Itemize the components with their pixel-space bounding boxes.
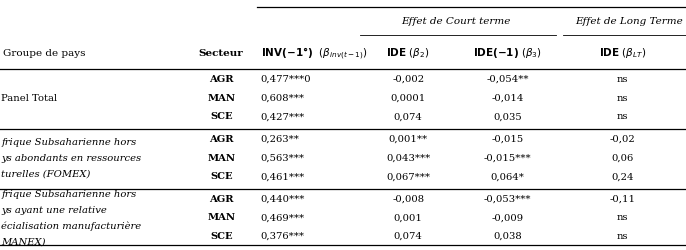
Text: ns: ns [617, 75, 628, 84]
Text: 0,0001: 0,0001 [390, 94, 426, 102]
Text: AGR: AGR [209, 134, 233, 143]
Text: -0,015***: -0,015*** [484, 153, 532, 162]
Text: 0,035: 0,035 [493, 112, 522, 121]
Text: MAN: MAN [207, 212, 235, 222]
Text: 0,563***: 0,563*** [261, 153, 305, 162]
Text: SCE: SCE [210, 112, 233, 121]
Text: frique Subsaharienne hors: frique Subsaharienne hors [1, 189, 137, 198]
Text: -0,002: -0,002 [392, 75, 424, 84]
Text: frique Subsaharienne hors: frique Subsaharienne hors [1, 137, 137, 146]
Text: 0,043***: 0,043*** [386, 153, 430, 162]
Text: 0,440***: 0,440*** [261, 194, 305, 203]
Text: -0,11: -0,11 [610, 194, 635, 203]
Text: 0,263**: 0,263** [261, 134, 300, 143]
Text: ns: ns [617, 212, 628, 222]
Text: AGR: AGR [209, 75, 233, 84]
Text: Groupe de pays: Groupe de pays [3, 49, 86, 58]
Text: Secteur: Secteur [199, 49, 244, 58]
Text: -0,014: -0,014 [491, 94, 524, 102]
Text: 0,477***0: 0,477***0 [261, 75, 311, 84]
Text: 0,067***: 0,067*** [386, 172, 430, 180]
Text: 0,064*: 0,064* [490, 172, 525, 180]
Text: $\mathbf{IDE}$ $(\beta_{LT})$: $\mathbf{IDE}$ $(\beta_{LT})$ [599, 46, 646, 60]
Text: écialisation manufacturière: écialisation manufacturière [1, 220, 141, 230]
Text: 0,06: 0,06 [611, 153, 634, 162]
Text: -0,009: -0,009 [492, 212, 523, 222]
Text: -0,02: -0,02 [610, 134, 635, 143]
Text: 0,461***: 0,461*** [261, 172, 305, 180]
Text: 0,469***: 0,469*** [261, 212, 305, 222]
Text: 0,001**: 0,001** [388, 134, 428, 143]
Text: Panel Total: Panel Total [1, 94, 58, 102]
Text: 0,427***: 0,427*** [261, 112, 305, 121]
Text: $\mathbf{IDE}$ $(\beta_2)$: $\mathbf{IDE}$ $(\beta_2)$ [386, 46, 430, 60]
Text: Effet de Court terme: Effet de Court terme [401, 18, 511, 26]
Text: SCE: SCE [210, 231, 233, 240]
Text: 0,24: 0,24 [611, 172, 634, 180]
Text: ys abondants en ressources: ys abondants en ressources [1, 153, 141, 162]
Text: MAN: MAN [207, 153, 235, 162]
Text: -0,008: -0,008 [392, 194, 424, 203]
Text: $\mathbf{IDE(-1)}$ $(\beta_3)$: $\mathbf{IDE(-1)}$ $(\beta_3)$ [473, 46, 542, 60]
Text: 0,001: 0,001 [394, 212, 423, 222]
Text: turelles (FOMEX): turelles (FOMEX) [1, 169, 91, 178]
Text: -0,015: -0,015 [491, 134, 524, 143]
Text: 0,608***: 0,608*** [261, 94, 305, 102]
Text: ns: ns [617, 112, 628, 121]
Text: ns: ns [617, 231, 628, 240]
Text: MAN: MAN [207, 94, 235, 102]
Text: -0,054**: -0,054** [486, 75, 529, 84]
Text: MANEX): MANEX) [1, 236, 46, 245]
Text: AGR: AGR [209, 194, 233, 203]
Text: 0,376***: 0,376*** [261, 231, 305, 240]
Text: ys ayant une relative: ys ayant une relative [1, 205, 107, 214]
Text: ns: ns [617, 94, 628, 102]
Text: -0,053***: -0,053*** [484, 194, 532, 203]
Text: Effet de Long Terme: Effet de Long Terme [576, 18, 683, 26]
Text: SCE: SCE [210, 172, 233, 180]
Text: $\mathbf{INV(-1°)}$  $(\beta_{inv(t-1)})$: $\mathbf{INV(-1°)}$ $(\beta_{inv(t-1)})$ [261, 45, 368, 61]
Text: 0,074: 0,074 [394, 112, 423, 121]
Text: 0,038: 0,038 [493, 231, 522, 240]
Text: 0,074: 0,074 [394, 231, 423, 240]
